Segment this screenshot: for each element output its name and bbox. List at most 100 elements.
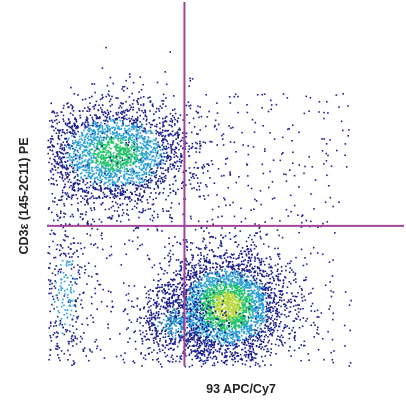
event-dot bbox=[101, 166, 104, 168]
event-dot bbox=[189, 341, 191, 343]
event-dot bbox=[133, 156, 136, 158]
event-dot bbox=[98, 148, 100, 150]
event-dot bbox=[227, 301, 230, 303]
event-dot bbox=[85, 171, 88, 174]
event-dot bbox=[103, 143, 105, 146]
event-dot bbox=[107, 93, 109, 96]
event-dot bbox=[129, 179, 132, 182]
event-dot bbox=[57, 171, 59, 174]
event-dot bbox=[122, 146, 124, 149]
event-dot bbox=[60, 134, 63, 137]
event-dot bbox=[266, 233, 268, 236]
event-dot bbox=[235, 258, 238, 260]
event-dot bbox=[234, 305, 236, 307]
event-dot bbox=[102, 113, 105, 116]
event-dot bbox=[115, 168, 118, 170]
event-dot bbox=[50, 177, 53, 179]
event-dot bbox=[238, 306, 240, 308]
event-dot bbox=[190, 332, 192, 335]
event-dot bbox=[205, 345, 207, 348]
event-dot bbox=[245, 327, 248, 329]
event-dot bbox=[138, 150, 140, 152]
event-dot bbox=[252, 316, 254, 319]
event-dot bbox=[207, 280, 210, 283]
event-dot bbox=[102, 129, 104, 131]
event-dot bbox=[214, 296, 217, 299]
event-dot bbox=[252, 283, 254, 286]
event-dot bbox=[128, 153, 131, 156]
event-dot bbox=[71, 196, 73, 198]
event-dot bbox=[84, 213, 87, 216]
event-dot bbox=[232, 331, 235, 334]
event-dot bbox=[130, 153, 133, 155]
event-dot bbox=[300, 359, 302, 362]
event-dot bbox=[141, 169, 143, 172]
event-dot bbox=[222, 261, 225, 263]
event-dot bbox=[254, 308, 256, 311]
event-dot bbox=[141, 147, 144, 149]
event-dot bbox=[167, 133, 170, 136]
event-dot bbox=[193, 277, 195, 279]
event-dot bbox=[86, 142, 89, 145]
event-dot bbox=[245, 344, 248, 346]
event-dot bbox=[174, 134, 176, 136]
event-dot bbox=[191, 187, 193, 190]
event-dot bbox=[172, 163, 174, 165]
event-dot bbox=[116, 122, 118, 124]
event-dot bbox=[59, 147, 61, 150]
event-dot bbox=[114, 135, 116, 137]
event-dot bbox=[77, 187, 80, 189]
event-dot bbox=[149, 196, 151, 198]
event-dot bbox=[235, 284, 237, 287]
event-dot bbox=[98, 104, 100, 106]
event-dot bbox=[128, 177, 131, 179]
event-dot bbox=[58, 121, 61, 123]
event-dot bbox=[150, 179, 152, 182]
event-dot bbox=[248, 296, 251, 299]
event-dot bbox=[172, 135, 174, 137]
event-dot bbox=[81, 122, 84, 124]
event-dot bbox=[263, 275, 266, 278]
event-dot bbox=[172, 343, 175, 345]
event-dot bbox=[154, 314, 157, 317]
event-dot bbox=[140, 151, 143, 153]
event-dot bbox=[163, 152, 165, 155]
event-dot bbox=[86, 141, 89, 144]
event-dot bbox=[247, 315, 249, 318]
event-dot bbox=[194, 323, 197, 325]
event-dot bbox=[272, 320, 274, 322]
event-dot bbox=[157, 187, 160, 189]
event-dot bbox=[285, 269, 287, 272]
event-dot bbox=[131, 103, 134, 105]
event-dot bbox=[98, 168, 101, 171]
event-dot bbox=[139, 132, 142, 134]
event-dot bbox=[264, 289, 266, 291]
event-dot bbox=[267, 350, 270, 353]
event-dot bbox=[212, 352, 214, 354]
event-dot bbox=[118, 185, 120, 188]
event-dot bbox=[241, 341, 243, 344]
event-dot bbox=[229, 284, 231, 287]
event-dot bbox=[232, 335, 235, 338]
event-dot bbox=[204, 318, 206, 321]
event-dot bbox=[59, 161, 61, 164]
event-dot bbox=[200, 144, 202, 147]
event-dot bbox=[226, 289, 229, 291]
event-dot bbox=[51, 111, 53, 114]
event-dot bbox=[136, 148, 139, 150]
event-dot bbox=[237, 352, 239, 354]
event-dot bbox=[76, 169, 79, 172]
event-dot bbox=[262, 299, 265, 301]
event-dot bbox=[66, 103, 68, 105]
event-dot bbox=[121, 192, 124, 195]
event-dot bbox=[54, 155, 56, 158]
event-dot bbox=[185, 170, 187, 172]
event-dot bbox=[180, 339, 182, 342]
event-dot bbox=[169, 120, 172, 122]
event-dot bbox=[162, 100, 165, 102]
event-dot bbox=[104, 162, 106, 165]
event-dot bbox=[247, 292, 250, 295]
event-dot bbox=[130, 153, 132, 156]
event-dot bbox=[92, 144, 95, 146]
